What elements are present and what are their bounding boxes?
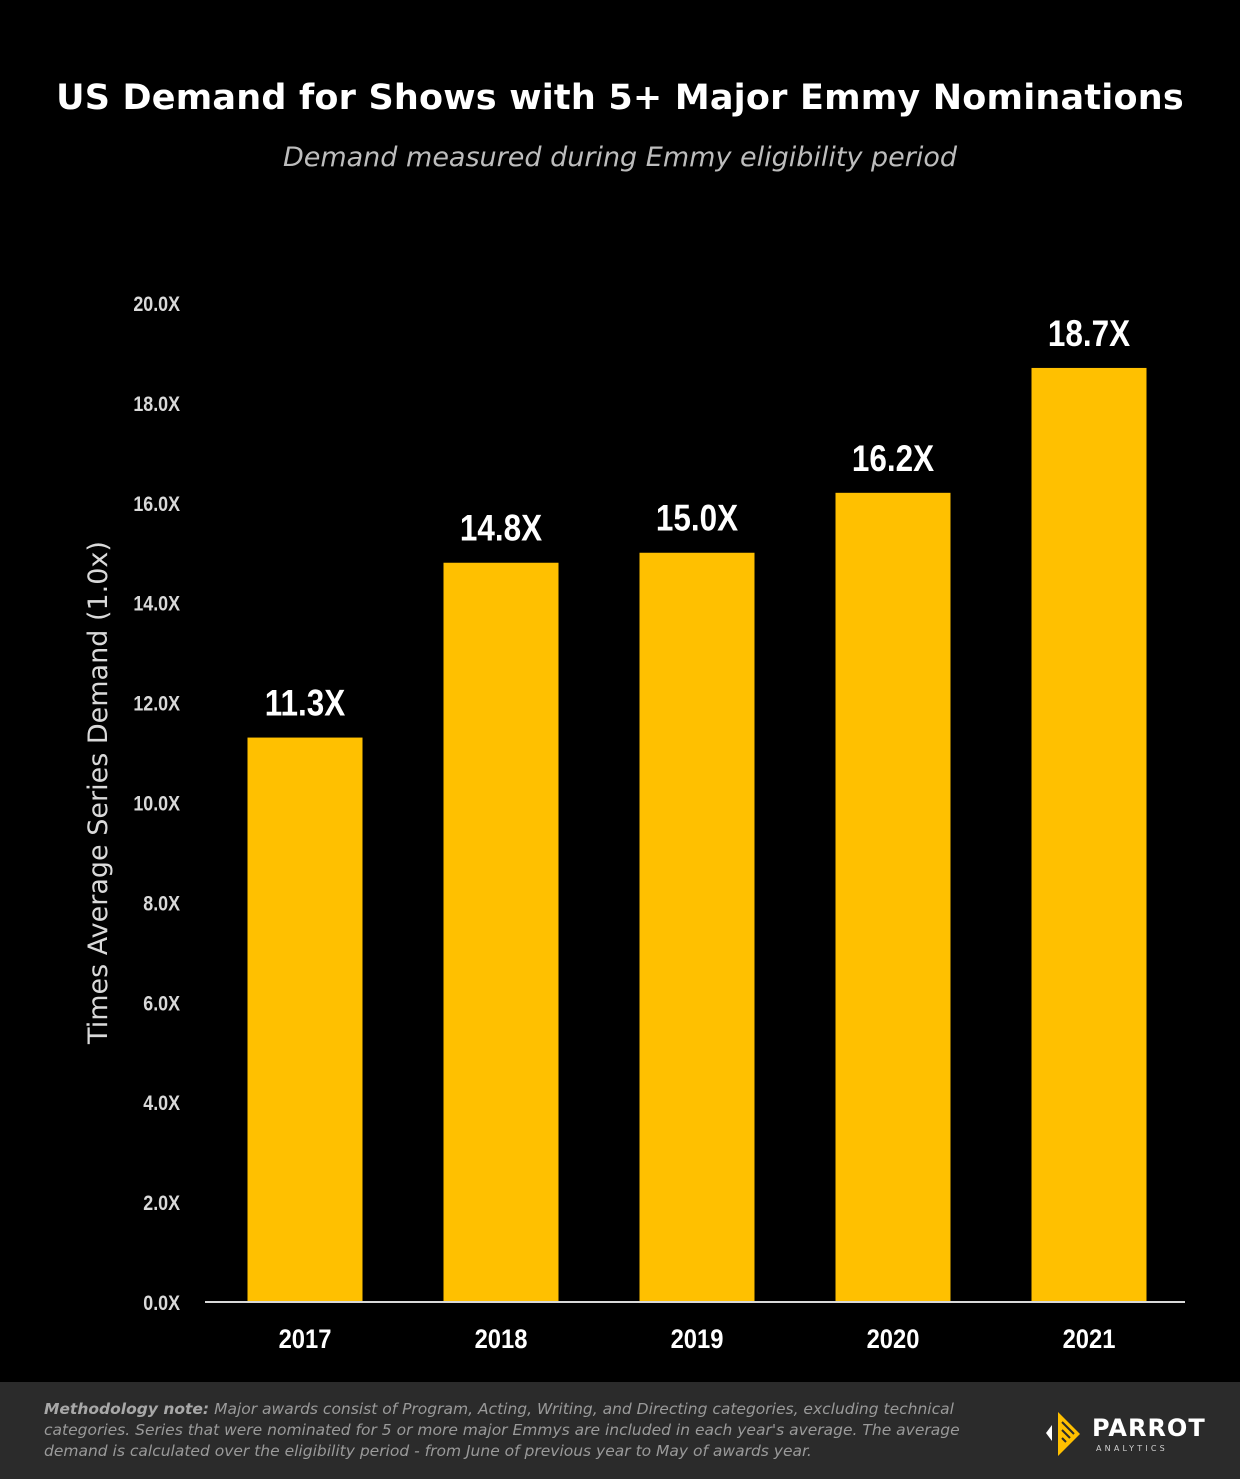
logo-subtext: ANALYTICS <box>1096 1444 1168 1453</box>
y-tick-label: 0.0X <box>143 1292 180 1316</box>
footer: Methodology note: Major awards consist o… <box>0 1382 1240 1479</box>
y-tick-label: 10.0X <box>133 792 180 816</box>
y-tick-label: 20.0X <box>133 293 180 317</box>
bar-2019 <box>639 552 755 1302</box>
data-label: 18.7X <box>1048 314 1130 355</box>
y-tick-label: 14.0X <box>133 592 180 616</box>
chart-title: US Demand for Shows with 5+ Major Emmy N… <box>56 78 1184 118</box>
y-tick-label: 16.0X <box>133 492 180 516</box>
note-label: Methodology note: <box>44 1400 210 1418</box>
y-axis-ticks: 0.0X 2.0X 4.0X 6.0X 8.0X 10.0X 12.0X 14.0X 16.0X… <box>133 293 180 1316</box>
methodology-note: Methodology note: Major awards consist o… <box>44 1399 1004 1462</box>
bar-chart: 0.0X 2.0X 4.0X 6.0X 8.0X 10.0X 12.0X 14.0X 16.0X… <box>83 293 1185 1355</box>
bar-2021 <box>1031 367 1147 1302</box>
y-tick-label: 4.0X <box>143 1092 180 1116</box>
data-label: 15.0X <box>656 498 738 539</box>
data-label: 16.2X <box>852 438 934 479</box>
chart-subtitle: Demand measured during Emmy eligibility … <box>282 142 958 173</box>
parrot-analytics-logo: PARROT ANALYTICS <box>1040 1408 1210 1458</box>
x-tick-label: 2021 <box>1063 1325 1116 1355</box>
y-tick-label: 8.0X <box>143 892 180 916</box>
x-tick-label: 2017 <box>279 1325 332 1355</box>
bar-2020 <box>835 492 951 1302</box>
y-tick-label: 6.0X <box>143 992 180 1016</box>
parrot-logo-icon <box>1046 1412 1080 1456</box>
note-text: Major awards consist of Program, Acting,… <box>44 1400 960 1460</box>
x-axis-ticks: 2017 2018 2019 2020 2021 <box>279 1325 1116 1355</box>
data-label: 14.8X <box>460 508 542 549</box>
x-tick-label: 2019 <box>671 1325 724 1355</box>
data-label: 11.3X <box>265 683 346 724</box>
y-tick-label: 2.0X <box>143 1192 180 1216</box>
bar-2017 <box>247 737 363 1302</box>
logo-wordmark: PARROT <box>1092 1414 1206 1442</box>
y-tick-label: 18.0X <box>133 393 180 417</box>
y-axis-title: Times Average Series Demand (1.0x) <box>83 541 114 1045</box>
bars <box>247 367 1147 1302</box>
y-tick-label: 12.0X <box>133 692 180 716</box>
x-tick-label: 2020 <box>867 1325 920 1355</box>
data-labels: 11.3X 14.8X 15.0X 16.2X 18.7X <box>265 314 1130 725</box>
x-tick-label: 2018 <box>475 1325 528 1355</box>
bar-2018 <box>443 562 559 1302</box>
